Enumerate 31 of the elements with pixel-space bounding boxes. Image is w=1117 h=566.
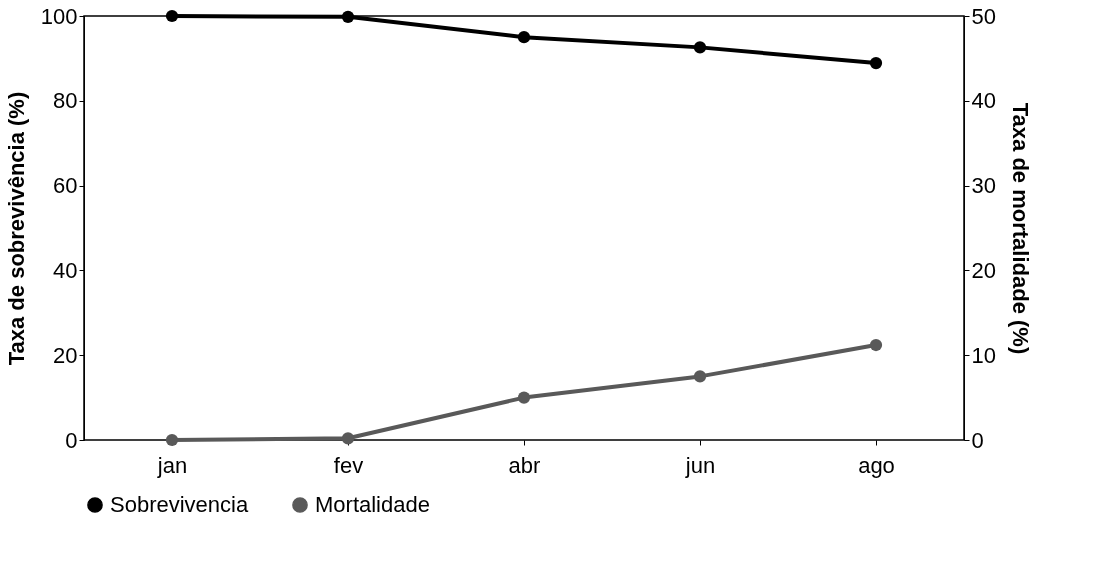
y-tick-label: 100 xyxy=(40,3,78,29)
x-tick-label: abr xyxy=(508,452,541,478)
point xyxy=(341,432,355,445)
point xyxy=(869,338,883,352)
x-tick-label: fev xyxy=(333,452,364,478)
y2-tick-label: 10 xyxy=(971,342,996,368)
y-tick-label: 60 xyxy=(53,173,78,199)
point xyxy=(341,10,355,23)
y-tick-label: 20 xyxy=(53,342,78,368)
y-tick-label: 80 xyxy=(53,88,78,114)
legend-label: Sobrevivencia xyxy=(110,492,249,517)
y-tick-label: 0 xyxy=(65,427,78,453)
y2-tick-label: 50 xyxy=(971,3,996,29)
legend-label: Mortalidade xyxy=(315,492,430,517)
point xyxy=(517,391,531,404)
x-tick-label: jun xyxy=(684,452,716,478)
y2-tick-label: 40 xyxy=(971,88,996,114)
y-tick-label: 40 xyxy=(53,257,78,283)
y2-tick-label: 20 xyxy=(971,257,996,283)
point xyxy=(165,433,179,447)
point xyxy=(693,370,707,383)
point xyxy=(869,56,883,70)
y2-axis-title: Taxa de mortalidade (%) xyxy=(1007,102,1033,355)
x-tick-label: jan xyxy=(156,452,188,478)
point xyxy=(693,41,707,54)
y-axis-title: Taxa de sobrevivência (%) xyxy=(3,91,29,366)
y2-tick-label: 30 xyxy=(971,173,996,199)
point xyxy=(165,9,179,23)
x-tick-label: ago xyxy=(858,452,895,478)
y2-tick-label: 0 xyxy=(971,427,984,453)
point xyxy=(517,31,531,44)
